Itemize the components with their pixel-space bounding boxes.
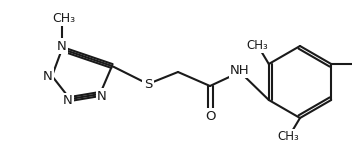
Text: CH₃: CH₃	[52, 12, 76, 24]
Text: N: N	[97, 89, 107, 103]
Text: N: N	[43, 69, 53, 83]
Text: CH₃: CH₃	[246, 39, 268, 52]
Text: NH: NH	[230, 63, 250, 77]
Text: O: O	[206, 109, 216, 122]
Text: S: S	[144, 79, 152, 91]
Text: N: N	[57, 39, 67, 53]
Text: CH₃: CH₃	[277, 130, 299, 143]
Text: N: N	[63, 95, 73, 107]
